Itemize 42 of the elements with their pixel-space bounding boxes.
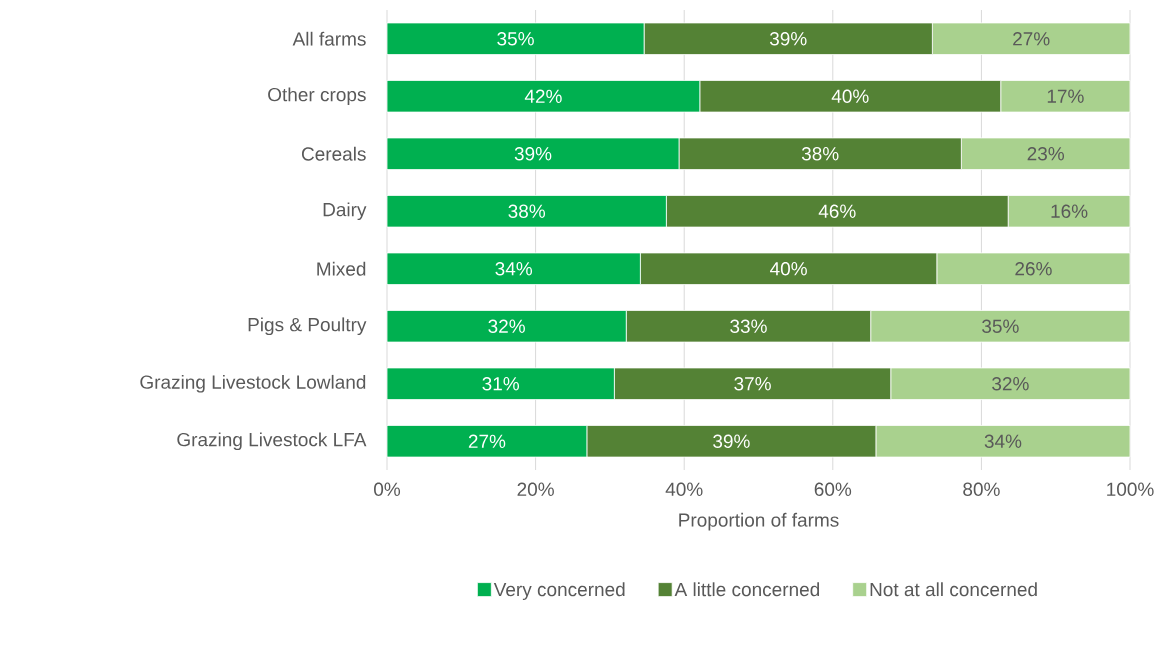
y-tick-label: All farms xyxy=(292,31,366,46)
legend-label: A little concerned xyxy=(674,582,820,597)
data-label: 40% xyxy=(831,89,869,103)
y-tick-label: Other crops xyxy=(268,87,366,106)
y-tick-label: Grazing Livestock LFA xyxy=(177,432,367,451)
data-label: 39% xyxy=(713,434,750,448)
y-tick-label: Cereals xyxy=(301,146,366,161)
y-tick-label: Dairy xyxy=(323,202,367,221)
data-label: 17% xyxy=(1047,89,1084,103)
data-label: 16% xyxy=(1051,204,1088,218)
data-label: 40% xyxy=(770,262,807,276)
data-label: 26% xyxy=(1015,262,1052,276)
data-label: 38% xyxy=(508,204,546,218)
data-label: 33% xyxy=(730,319,767,333)
data-label: 27% xyxy=(1013,32,1050,46)
data-label: 32% xyxy=(992,377,1029,391)
data-label: 23% xyxy=(1027,147,1065,161)
data-label: 42% xyxy=(524,89,562,103)
x-tick-label: 20% xyxy=(517,482,554,496)
data-label: 35% xyxy=(497,32,534,46)
data-label: 32% xyxy=(488,319,525,333)
y-tick-label: Mixed xyxy=(317,261,366,276)
x-tick-label: 0% xyxy=(374,482,401,496)
y-tick-label: Pigs & Poultry xyxy=(248,317,367,336)
x-tick-label: 100% xyxy=(1107,482,1154,496)
legend-label: Very concerned xyxy=(493,582,625,600)
data-label: 39% xyxy=(514,147,552,161)
data-label: 27% xyxy=(468,434,506,448)
data-label: 34% xyxy=(495,262,533,276)
legend-label: Not at all concerned xyxy=(870,582,1037,597)
x-tick-label: 80% xyxy=(963,482,1000,496)
x-tick-label: 40% xyxy=(665,482,703,496)
x-axis-title: Proportion of farms xyxy=(679,512,839,531)
data-label: 37% xyxy=(734,377,771,391)
data-label: 35% xyxy=(982,319,1019,333)
data-label: 38% xyxy=(801,147,839,161)
data-label: 39% xyxy=(769,32,807,46)
data-label: 31% xyxy=(482,377,520,391)
data-label: 34% xyxy=(984,434,1022,448)
y-tick-label: Grazing Livestock Lowland xyxy=(140,374,366,393)
x-tick-label: 60% xyxy=(814,482,852,496)
data-label: 46% xyxy=(818,204,856,218)
